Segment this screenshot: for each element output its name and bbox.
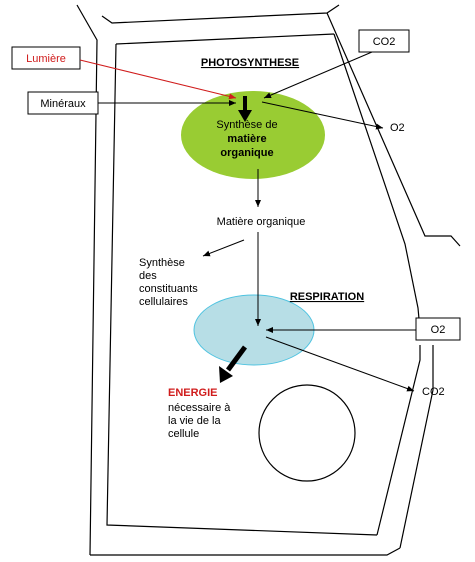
cell-wall-outer-left <box>76 4 98 556</box>
minerals-box: Minéraux <box>27 91 99 115</box>
o2-out-arrow <box>261 101 384 130</box>
photosynthesis-heading: PHOTOSYNTHESE <box>201 57 299 69</box>
energy-line1: nécessaire à <box>168 402 231 414</box>
chloroplast <box>181 91 325 179</box>
light-box: Lumière <box>11 46 81 70</box>
co2-out-arrow <box>265 336 415 392</box>
photosynthesis-line3: organique <box>220 147 273 159</box>
co2-out-label: CO2 <box>422 386 445 398</box>
synthesis-line4: cellulaires <box>139 296 188 308</box>
respiration-heading: RESPIRATION <box>290 291 364 303</box>
cell-wall-outer <box>101 4 340 24</box>
cell-wall-bottom-right <box>399 345 434 549</box>
arrows <box>79 51 416 392</box>
energy-line2: la vie de la <box>168 415 221 427</box>
energy-line3: cellule <box>168 428 199 440</box>
cell-wall-bottom-outer <box>90 547 401 556</box>
synthesis-line2: des <box>139 270 157 282</box>
energy-arrow <box>219 345 248 383</box>
photosynthesis-line1: Synthèse de <box>216 119 277 131</box>
synthesis-line3: constituants <box>139 283 198 295</box>
nucleus-circle <box>258 384 356 482</box>
o2-out-label: O2 <box>390 122 405 134</box>
cell-wall-inner-right <box>376 345 421 536</box>
cell-wall-right-inner <box>333 33 421 331</box>
co2-in-arrow <box>263 51 373 99</box>
synthesis-line1: Synthèse <box>139 257 185 269</box>
minerals-label: Minéraux <box>40 98 86 110</box>
light-label: Lumière <box>26 53 66 65</box>
energy-title: ENERGIE <box>168 387 218 399</box>
o2-in-box: O2 <box>415 317 461 341</box>
co2-in-label: CO2 <box>373 36 396 48</box>
cell-wall-inner-left <box>106 43 378 536</box>
cell-wall-inner <box>115 33 335 45</box>
main-synthesis-arrow <box>238 96 252 122</box>
cell-wall <box>76 4 461 556</box>
o2-in-label: O2 <box>431 324 446 336</box>
synthesis-arrow <box>202 239 245 257</box>
co2-in-box: CO2 <box>358 29 410 53</box>
photosynthesis-line2: matière <box>227 133 266 145</box>
organic-matter-label: Matière organique <box>217 216 306 228</box>
light-arrow <box>79 59 237 100</box>
